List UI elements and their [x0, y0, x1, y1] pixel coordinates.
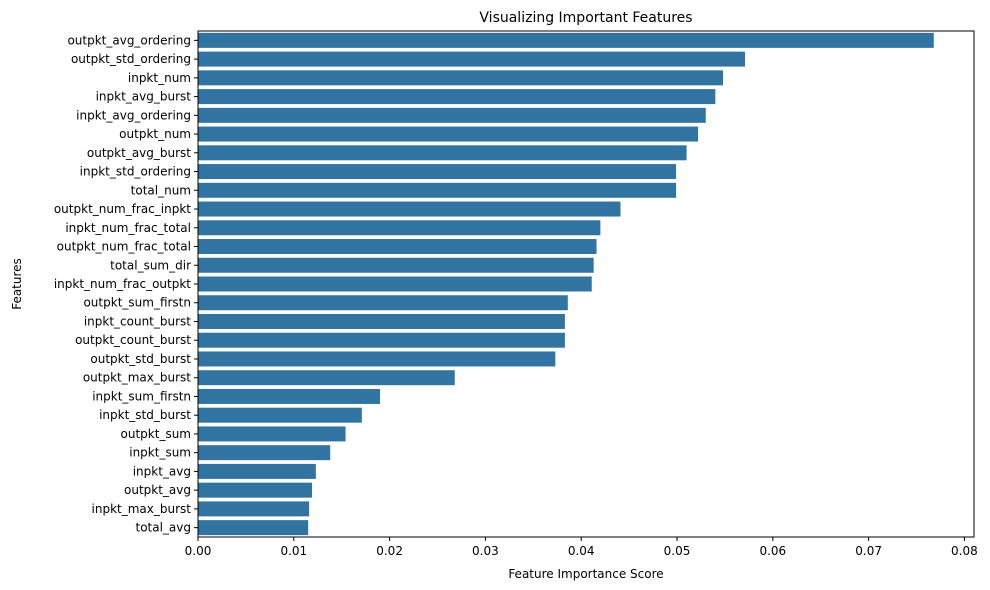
bar-inpkt-avg-ordering [198, 107, 706, 123]
bar-outpkt-num-frac-total [198, 239, 597, 255]
bar-outpkt-std-burst [198, 351, 556, 367]
y-tick-label: outpkt_num [119, 127, 191, 141]
bar-total-sum-dir [198, 257, 594, 273]
bar-inpkt-num-frac-outpkt [198, 276, 592, 292]
plot-frame [197, 30, 975, 538]
y-tick-label: inpkt_avg_burst [96, 90, 192, 104]
y-tick-label: inpkt_avg_ordering [76, 108, 191, 122]
bar-outpkt-avg [198, 482, 313, 498]
bar-outpkt-std-ordering [198, 51, 746, 67]
x-axis-title: Feature Importance Score [508, 567, 663, 581]
x-tick-label: 0.08 [951, 544, 978, 558]
bar-inpkt-avg-burst [198, 89, 716, 105]
y-tick-labels: outpkt_avg_ordering outpkt_std_orderingin… [54, 33, 198, 535]
bar-inpkt-std-burst [198, 407, 362, 423]
bar-total-num [198, 182, 677, 198]
y-tick-label: outpkt_count_burst [75, 333, 191, 347]
bar-inpkt-sum [198, 445, 331, 461]
bar-inpkt-max-burst [198, 501, 310, 517]
x-tick-label: 0.04 [568, 544, 595, 558]
x-tick-label: 0.07 [855, 544, 882, 558]
x-tick-label: 0.00 [185, 544, 212, 558]
bar-inpkt-avg [198, 463, 316, 479]
bar-outpkt-num-frac-inpkt [198, 201, 621, 217]
y-tick-label: total_num [131, 183, 191, 197]
y-tick-label: outpkt_std_burst [90, 352, 191, 366]
y-tick-label: inpkt_std_ordering [80, 165, 191, 179]
bar-inpkt-std-ordering [198, 164, 677, 180]
bar-outpkt-avg-burst [198, 145, 687, 161]
bar-outpkt-max-burst [198, 370, 455, 386]
y-tick-label: inpkt_num_frac_outpkt [54, 277, 191, 291]
y-tick-label: inpkt_num_frac_total [65, 221, 191, 235]
bar-inpkt-num [198, 70, 723, 86]
y-tick-label: inpkt_count_burst [84, 314, 191, 328]
y-tick-label: outpkt_avg_ordering [67, 33, 191, 47]
x-tick-label: 0.03 [472, 544, 499, 558]
bar-inpkt-num-frac-total [198, 220, 601, 236]
bar-outpkt-num [198, 126, 699, 142]
y-tick-label: inpkt_sum_firstn [92, 389, 191, 403]
y-tick-label: outpkt_num_frac_total [57, 240, 191, 254]
y-tick-label: outpkt_sum [121, 427, 191, 441]
y-tick-label: inpkt_std_burst [99, 408, 191, 422]
y-tick-label: outpkt_avg [124, 483, 191, 497]
x-tick-label: 0.06 [759, 544, 786, 558]
chart-title: Visualizing Important Features [479, 10, 692, 26]
y-tick-label: outpkt_num_frac_inpkt [54, 202, 191, 216]
bar-outpkt-sum-firstn [198, 295, 568, 311]
y-tick-label: total_avg [135, 521, 191, 535]
y-tick-label: inpkt_max_burst [92, 502, 192, 516]
y-tick-label: total_sum_dir [110, 258, 191, 272]
y-tick-label: inpkt_avg [133, 464, 191, 478]
x-tick-label: 0.01 [280, 544, 307, 558]
y-tick-label: outpkt_std_ordering [71, 52, 191, 66]
y-tick-label: inpkt_num [128, 71, 191, 85]
bars-group [198, 32, 934, 536]
x-ticks: 0.00 0.01 0.02 0.03 0.04 0.05 0.06 0.07 0.08 [185, 537, 978, 558]
y-tick-label: inpkt_sum [129, 446, 191, 460]
y-tick-label: outpkt_max_burst [83, 371, 191, 385]
y-tick-label: outpkt_avg_burst [87, 146, 191, 160]
bar-outpkt-sum [198, 426, 346, 442]
bar-inpkt-count-burst [198, 313, 565, 329]
bar-outpkt-avg-ordering [198, 32, 934, 48]
y-tick-label: outpkt_sum_firstn [83, 296, 191, 310]
bar-inpkt-sum-firstn [198, 388, 381, 404]
x-tick-label: 0.05 [664, 544, 691, 558]
bar-total-avg [198, 520, 309, 536]
y-axis-title: Features [10, 258, 24, 310]
x-tick-label: 0.02 [376, 544, 403, 558]
bar-outpkt-count-burst [198, 332, 565, 348]
